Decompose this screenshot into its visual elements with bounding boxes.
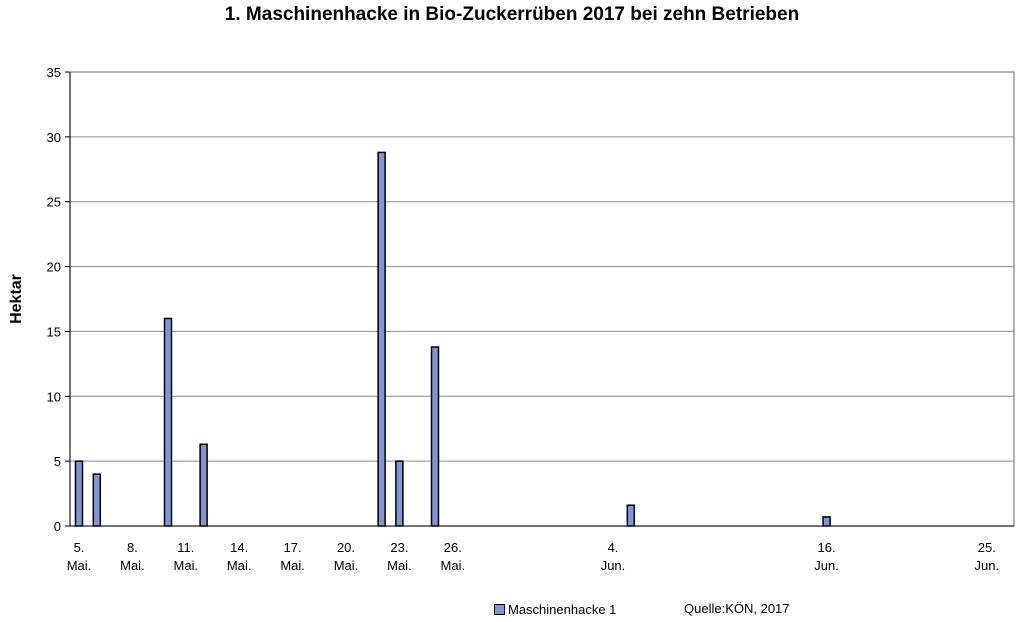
x-tick-label-month: Mai. — [174, 558, 199, 573]
x-tick-label-month: Mai. — [67, 558, 92, 573]
x-tick-label-day: 14. — [230, 540, 248, 555]
source-note: Quelle:KÖN, 2017 — [684, 601, 790, 616]
y-tick-label: 0 — [54, 519, 61, 534]
bar — [74, 460, 84, 527]
x-tick-label-month: Jun. — [975, 558, 1000, 573]
x-tick-label-day: 17. — [284, 540, 302, 555]
bar — [199, 443, 208, 527]
x-tick-label-day: 11. — [177, 540, 194, 555]
y-tick-labels: 0 5 10 15 20 25 30 35 — [47, 65, 61, 534]
x-tick-label-day: 16. — [818, 540, 836, 555]
x-tick-label-day: 5. — [74, 540, 85, 555]
bar — [92, 473, 102, 527]
y-axis-label: Hektar — [8, 274, 25, 324]
x-tick-label-day: 26. — [444, 540, 462, 555]
bar — [395, 460, 404, 527]
legend: Maschinenhacke 1 — [494, 599, 616, 619]
x-tick-label-day: 4. — [608, 540, 619, 555]
plot-frame — [69, 71, 1015, 527]
x-tick-label-day: 20. — [337, 540, 355, 555]
x-tick-label-month: Mai. — [227, 558, 252, 573]
y-tick-label: 20 — [47, 260, 61, 275]
x-tick-label-day: 23. — [390, 540, 408, 555]
x-tick-label-month: Mai. — [120, 558, 145, 573]
x-tick-label-month: Jun. — [814, 558, 839, 573]
x-tick-label-month: Jun. — [601, 558, 626, 573]
y-tick-label: 30 — [47, 130, 61, 145]
bar — [822, 516, 831, 527]
x-tick-label-day: 25. — [978, 540, 996, 555]
bar — [377, 151, 386, 527]
x-tick-label-month: Mai. — [280, 558, 305, 573]
y-tick-label: 35 — [47, 65, 61, 80]
y-tick-label: 5 — [54, 454, 61, 469]
chart-title: 1. Maschinenhacke in Bio-Zuckerrüben 201… — [224, 4, 800, 25]
legend-swatch — [494, 603, 505, 615]
y-tick-label: 10 — [47, 389, 61, 404]
gridlines — [70, 136, 1014, 462]
x-tick-label-month: Mai. — [441, 558, 466, 573]
y-tick-label: 15 — [47, 324, 61, 339]
x-tick-label-day: 8. — [127, 540, 138, 555]
y-tick-label: 25 — [47, 195, 61, 210]
x-tick-label-month: Mai. — [334, 558, 359, 573]
bars — [74, 151, 831, 527]
bar — [626, 504, 636, 527]
bar — [163, 317, 173, 527]
x-tick-labels: 5. Mai. 8. Mai. 11. Mai. 14. Mai. 17. Mai. 20. Mai.… — [67, 540, 999, 573]
legend-label: Maschinenhacke 1 — [508, 601, 617, 617]
axes — [65, 71, 1015, 527]
x-tick-label-month: Mai. — [387, 558, 412, 573]
bar — [430, 346, 440, 527]
